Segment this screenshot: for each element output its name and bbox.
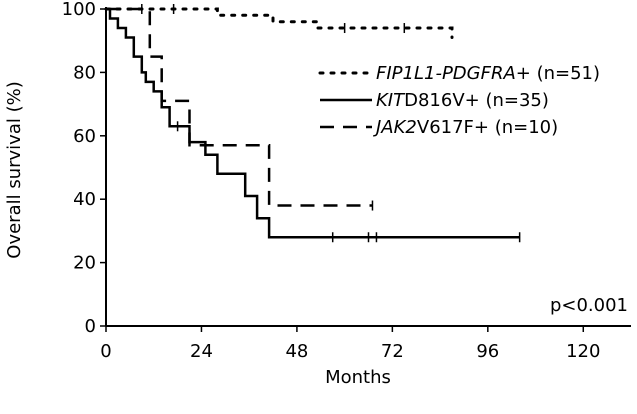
legend-count: (n=51) (531, 63, 600, 84)
x-tick-label: 120 (566, 341, 600, 362)
tick-layer: 0 20 40 60 80 100 0 24 48 72 96 120 (62, 0, 601, 362)
legend-label-2: JAK2V617F+ (n=10) (373, 117, 558, 138)
y-axis-title: Overall survival (%) (4, 81, 25, 258)
survival-curve-0 (104, 7, 454, 39)
legend-count: V617F+ (n=10) (417, 117, 558, 138)
y-tick-label: 40 (73, 189, 96, 210)
y-tick-label: 60 (73, 126, 96, 147)
legend-gene-name: JAK2 (373, 117, 417, 138)
x-axis-title: Months (325, 367, 391, 388)
legend-label-0: FIP1L1-PDGFRA+ (n=51) (376, 63, 600, 84)
y-tick-label: 0 (85, 316, 96, 337)
x-tick-label: 24 (190, 341, 213, 362)
legend-gene-name: KIT (376, 90, 406, 111)
series-layer (104, 4, 521, 243)
y-tick-label: 100 (62, 0, 96, 20)
survival-curve-2 (106, 7, 373, 207)
x-tick-label: 72 (381, 341, 404, 362)
p-value-annotation: p<0.001 (550, 295, 628, 316)
legend-count: D816V+ (n=35) (404, 90, 549, 111)
y-tick-label: 80 (73, 62, 96, 83)
legend-gene-name: FIP1L1-PDGFRA+ (376, 63, 531, 84)
x-tick-label: 96 (476, 341, 499, 362)
legend-label-1: KITD816V+ (n=35) (376, 90, 549, 111)
y-tick-label: 20 (73, 253, 96, 274)
legend: FIP1L1-PDGFRA+ (n=51) KITD816V+ (n=35) JAK… (318, 63, 600, 138)
x-tick-label: 48 (285, 341, 308, 362)
x-tick-label: 0 (100, 341, 111, 362)
